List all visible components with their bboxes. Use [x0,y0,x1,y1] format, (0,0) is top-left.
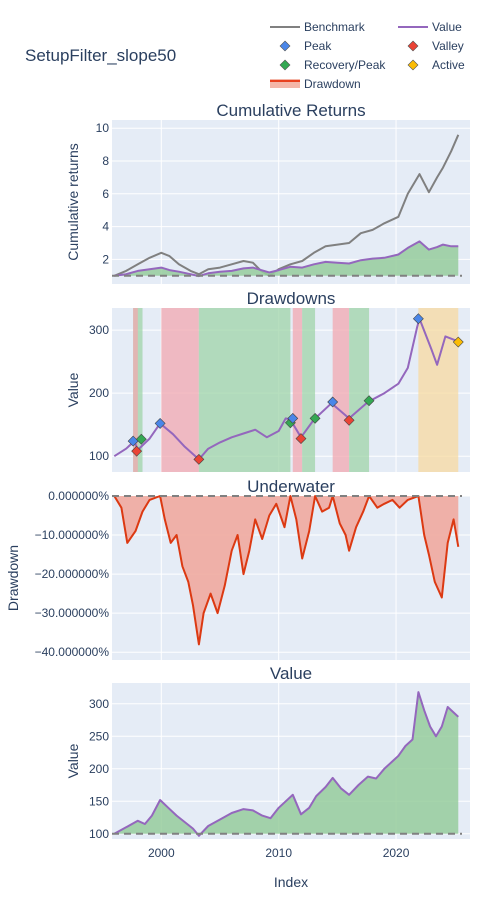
y-tick-label: 100 [89,449,109,463]
y-tick-label: 8 [102,154,109,168]
y-tick-label: 0.000000% [48,489,109,503]
underwater-panel: 0.000000% −10.000000% −20.000000% −30.00000… [5,477,470,660]
y-tick-label: 250 [89,729,109,743]
y-tick-label: −30.000000% [35,606,110,620]
legend-item-value[interactable]: Value [398,20,462,34]
benchmark-series-line [113,134,460,277]
y-tick-label: 200 [89,762,109,776]
subplots: 2 4 6 8 10 Cumulative Returns Cumulative retur… [5,101,470,860]
subplot-title: Drawdowns [247,289,336,308]
drawdown-band [133,308,138,472]
x-tick-label: 2020 [383,846,410,860]
legend-label: Value [432,20,462,34]
x-tick-label: 2000 [148,846,175,860]
active-marker [452,336,464,348]
legend-diamond-swatch [279,40,291,52]
y-tick-label: 10 [96,121,110,135]
legend[interactable]: Benchmark Value Peak Valley Recovery/Peak Act… [270,20,465,91]
value-series-line [113,691,459,837]
drawdown-band [161,308,199,472]
legend-diamond-swatch [279,59,291,71]
legend-label: Benchmark [304,20,366,34]
legend-item-peak[interactable]: Peak [279,39,332,53]
valley-marker [193,453,205,465]
recovery-marker [309,412,321,424]
legend-item-active[interactable]: Active [407,58,465,72]
y-tick-label: 300 [89,697,109,711]
subplot-title: Underwater [247,477,335,496]
subplot-title: Cumulative Returns [216,101,365,120]
legend-label: Recovery/Peak [304,58,386,72]
peak-marker [327,396,339,408]
drawdown-series-line [113,495,460,646]
legend-item-recovery-peak[interactable]: Recovery/Peak [279,58,386,72]
value-series-line [114,240,459,278]
legend-diamond-swatch [407,59,419,71]
cumulative-returns-panel: 2 4 6 8 10 Cumulative Returns Cumulative retur… [65,101,470,284]
y-tick-label: 6 [102,187,109,201]
y-tick-label: 4 [102,220,109,234]
peak-marker [154,418,166,429]
drawdown-band [332,308,350,472]
recovery-marker [363,395,375,407]
legend-diamond-swatch [407,40,419,52]
y-axis-title: Value [65,743,81,778]
y-tick-label: −40.000000% [35,645,110,659]
legend-label: Peak [304,39,332,53]
y-tick-label: 100 [89,827,109,841]
recovery-band [349,308,370,472]
value-panel: 100 150 200 250 300 Value Value [65,664,470,841]
recovery-marker [135,433,147,445]
y-axis-title: Cumulative returns [65,143,81,261]
x-tick-label: 2010 [265,846,292,860]
value-fill-area [114,241,459,277]
subplot-title: Value [270,664,312,683]
y-tick-label: −10.000000% [35,528,110,542]
peak-marker [412,313,424,325]
underwater-area [114,496,459,645]
recovery-band [302,308,316,472]
legend-label: Drawdown [304,77,361,91]
legend-label: Valley [432,39,464,53]
value-fill-area [114,692,459,836]
legend-item-valley[interactable]: Valley [407,39,464,53]
y-tick-label: −20.000000% [35,567,110,581]
y-tick-label: 300 [89,323,109,337]
legend-band-swatch [270,79,300,88]
legend-item-drawdown[interactable]: Drawdown [270,77,361,91]
y-axis-title: Value [65,372,81,407]
y-axis-title: Drawdown [5,545,21,611]
x-axis-title: Index [274,874,308,890]
valley-marker [131,445,143,457]
drawdowns-panel: 100 200 300 Drawdowns Value [65,289,470,472]
y-tick-label: 150 [89,794,109,808]
valley-marker [295,433,307,444]
figure-title: SetupFilter_slope50 [25,46,176,65]
legend-item-benchmark[interactable]: Benchmark [270,20,366,34]
peak-marker [287,412,299,424]
legend-label: Active [432,58,465,72]
valley-marker [343,414,355,426]
y-tick-label: 200 [89,386,109,400]
drawdown-band [292,308,303,472]
y-tick-label: 2 [102,252,109,266]
